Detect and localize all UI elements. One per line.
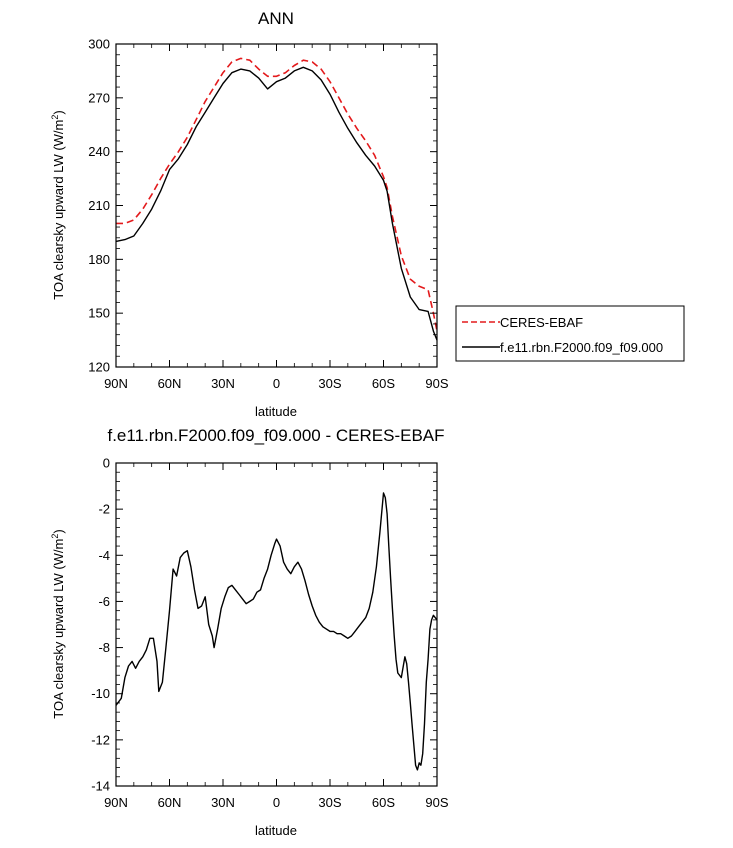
top-y-axis-label-tail: )	[51, 110, 66, 114]
top-y-tick-label: 120	[88, 360, 110, 375]
top-y-tick-label: 270	[88, 90, 110, 105]
bottom-plot-frame	[115, 462, 438, 787]
top-chart-title: ANN	[258, 9, 294, 28]
top-x-tick-label: 0	[273, 376, 280, 391]
bottom-y-tick-label: -12	[91, 732, 110, 747]
top-x-tick-label: 90N	[104, 376, 128, 391]
bottom-y-tick-label: 0	[103, 456, 110, 471]
bottom-x-ticks: 90N 60N 30N 0 30S 60S 90S	[104, 463, 449, 810]
top-x-axis-label: latitude	[255, 404, 297, 419]
bottom-y-tick-label: -2	[98, 502, 110, 517]
top-x-tick-label: 30N	[211, 376, 235, 391]
top-y-ticks: 120 150 180 210 240 270 300	[88, 37, 437, 375]
bottom-y-tick-label: -4	[98, 548, 110, 563]
bottom-y-axis-label-main: TOA clearsky upward LW (W/m	[51, 539, 66, 719]
bottom-y-tick-label: -14	[91, 779, 110, 794]
bottom-y-tick-label: -10	[91, 686, 110, 701]
bottom-y-ticks: -14 -12 -10 -8 -6 -4 -2 0	[91, 456, 437, 794]
bottom-panel: f.e11.rbn.F2000.f09_f09.000 - CERES-EBAF…	[50, 426, 449, 838]
bottom-x-tick-label: 90S	[425, 795, 448, 810]
top-plot-marks	[115, 57, 438, 341]
bottom-x-tick-label: 30S	[318, 795, 341, 810]
top-y-tick-label: 240	[88, 144, 110, 159]
legend-label-ceres: CERES-EBAF	[500, 315, 583, 330]
top-y-tick-label: 150	[88, 306, 110, 321]
top-y-axis-label-main: TOA clearsky upward LW (W/m	[51, 120, 66, 300]
top-y-axis-label: TOA clearsky upward LW (W/m2)	[50, 110, 66, 299]
bottom-x-tick-label: 90N	[104, 795, 128, 810]
top-series-line-dashed-0	[116, 57, 438, 332]
bottom-y-tick-label: -8	[98, 640, 110, 655]
bottom-x-tick-label: 60S	[372, 795, 395, 810]
bottom-y-axis-label: TOA clearsky upward LW (W/m2)	[50, 529, 66, 718]
top-y-tick-label: 180	[88, 252, 110, 267]
top-x-tick-label: 60N	[158, 376, 182, 391]
bottom-x-tick-label: 60N	[158, 795, 182, 810]
top-x-tick-label: 60S	[372, 376, 395, 391]
bottom-y-axis-label-tail: )	[51, 529, 66, 533]
bottom-series-line-solid-0	[115, 492, 438, 771]
top-y-tick-label: 300	[88, 37, 110, 52]
bottom-x-axis-label: latitude	[255, 823, 297, 838]
legend-label-model: f.e11.rbn.F2000.f09_f09.000	[500, 340, 663, 355]
bottom-plot-marks	[115, 492, 438, 771]
top-x-tick-label: 90S	[425, 376, 448, 391]
bottom-y-axis-label-sup: 2	[50, 534, 60, 539]
bottom-x-tick-label: 30N	[211, 795, 235, 810]
legend: CERES-EBAF f.e11.rbn.F2000.f09_f09.000	[455, 305, 685, 362]
bottom-y-tick-label: -6	[98, 594, 110, 609]
top-panel: ANN 120 150 180 210 240 270 300 90N 60N 30N 0 30S 6…	[50, 9, 685, 419]
top-y-axis-label-sup: 2	[50, 115, 60, 120]
bottom-chart-title: f.e11.rbn.F2000.f09_f09.000 - CERES-EBAF	[107, 426, 444, 445]
bottom-x-tick-label: 0	[273, 795, 280, 810]
top-series-line-solid-1	[115, 66, 438, 341]
legend-box	[455, 305, 685, 362]
top-x-tick-label: 30S	[318, 376, 341, 391]
top-y-tick-label: 210	[88, 198, 110, 213]
top-x-ticks: 90N 60N 30N 0 30S 60S 90S	[104, 44, 449, 391]
